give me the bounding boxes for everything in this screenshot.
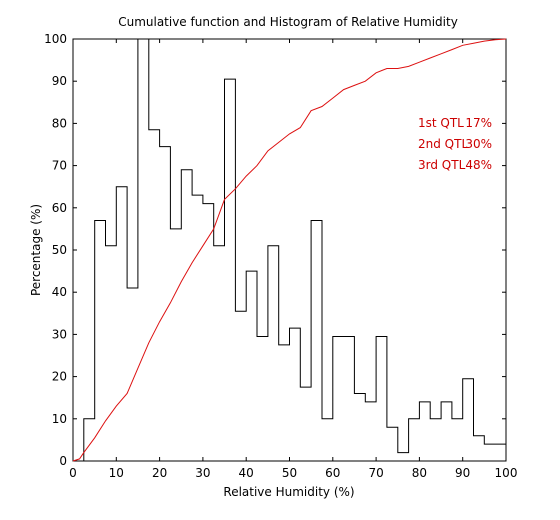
y-tick-label: 20 (52, 370, 67, 384)
x-tick-label: 80 (412, 466, 427, 480)
quantile-value: 17% (465, 116, 492, 130)
x-tick-label: 50 (282, 466, 297, 480)
x-tick-label: 100 (495, 466, 518, 480)
x-tick-label: 60 (325, 466, 340, 480)
y-tick-label: 50 (52, 243, 67, 257)
quantile-value: 48% (465, 158, 492, 172)
y-tick-label: 30 (52, 327, 67, 341)
y-tick-label: 0 (59, 454, 67, 468)
x-tick-label: 0 (69, 466, 77, 480)
y-axis-label: Percentage (%) (29, 204, 43, 296)
x-axis-label: Relative Humidity (%) (223, 485, 354, 499)
y-tick-label: 60 (52, 201, 67, 215)
quantile-label: 1st QTL (418, 116, 464, 130)
x-tick-labels: 0 10 20 30 40 50 60 70 80 90 100 (69, 466, 517, 480)
x-tick-label: 30 (195, 466, 210, 480)
axis-ticks (72, 38, 507, 462)
plot-area (72, 38, 507, 462)
quantile-label: 3rd QTL (418, 158, 466, 172)
chart-title: Cumulative function and Histogram of Rel… (118, 15, 458, 29)
quantile-value: 30% (465, 137, 492, 151)
quantile-label: 2nd QTL (418, 137, 468, 151)
x-tick-label: 10 (109, 466, 124, 480)
y-tick-label: 40 (52, 285, 67, 299)
x-tick-label: 70 (368, 466, 383, 480)
y-tick-label: 70 (52, 159, 67, 173)
y-tick-label: 10 (52, 412, 67, 426)
y-tick-label: 90 (52, 74, 67, 88)
cumulative-curve (72, 38, 507, 462)
x-tick-label: 40 (239, 466, 254, 480)
y-tick-label: 80 (52, 116, 67, 130)
y-tick-label: 100 (44, 32, 67, 46)
x-tick-label: 20 (152, 466, 167, 480)
y-tick-labels: 0 10 20 30 40 50 60 70 80 90 100 (44, 32, 67, 468)
x-tick-label: 90 (455, 466, 470, 480)
histogram-stairs (73, 38, 506, 462)
